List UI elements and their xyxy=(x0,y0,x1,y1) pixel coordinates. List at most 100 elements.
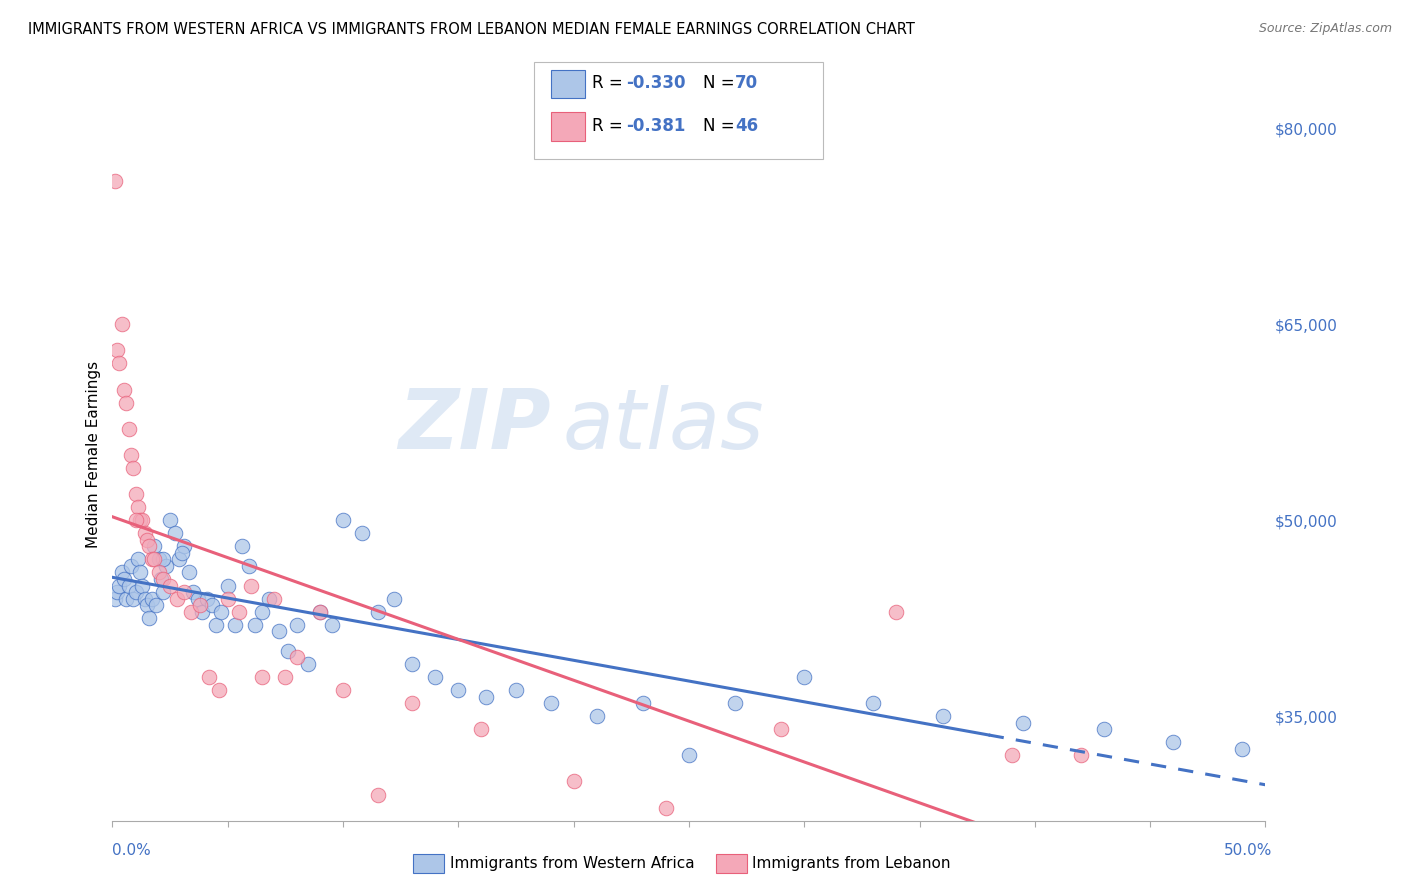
Point xyxy=(122,591,145,606)
Text: R =: R = xyxy=(592,74,628,92)
Point xyxy=(367,788,389,802)
Point xyxy=(724,696,747,710)
Point xyxy=(181,585,204,599)
Point xyxy=(122,461,145,475)
Text: 0.0%: 0.0% xyxy=(112,843,152,858)
Point xyxy=(201,598,224,612)
Point xyxy=(120,448,142,462)
Point xyxy=(1012,715,1035,730)
Point xyxy=(105,585,128,599)
Point xyxy=(173,585,195,599)
Point xyxy=(217,591,239,606)
Point xyxy=(120,558,142,573)
Point xyxy=(475,690,498,704)
Point xyxy=(134,526,156,541)
Point xyxy=(540,696,562,710)
Point xyxy=(115,395,138,409)
Point xyxy=(112,383,135,397)
Point xyxy=(180,605,202,619)
Point xyxy=(332,513,354,527)
Point xyxy=(115,591,138,606)
Point xyxy=(332,683,354,698)
Point xyxy=(238,558,260,573)
Text: Immigrants from Western Africa: Immigrants from Western Africa xyxy=(450,856,695,871)
Y-axis label: Median Female Earnings: Median Female Earnings xyxy=(86,361,101,549)
Point xyxy=(1161,735,1184,749)
Point xyxy=(129,513,152,527)
Point xyxy=(585,709,607,723)
Point xyxy=(138,539,160,553)
Point xyxy=(108,356,131,371)
Text: atlas: atlas xyxy=(562,385,763,467)
Text: 46: 46 xyxy=(735,117,758,135)
Point xyxy=(470,723,492,737)
Point xyxy=(141,552,163,566)
Point xyxy=(252,605,274,619)
Point xyxy=(143,539,166,553)
Point xyxy=(170,546,193,560)
Text: -0.381: -0.381 xyxy=(626,117,685,135)
Point xyxy=(309,605,332,619)
Point xyxy=(138,611,160,625)
Point xyxy=(145,598,167,612)
Point xyxy=(631,696,654,710)
Point xyxy=(770,723,793,737)
Point xyxy=(187,591,209,606)
Point xyxy=(105,343,128,358)
Point xyxy=(245,617,267,632)
Point xyxy=(111,318,134,332)
Point xyxy=(152,572,174,586)
Point xyxy=(231,539,253,553)
Point xyxy=(131,578,153,592)
Point xyxy=(297,657,319,671)
Point xyxy=(447,683,470,698)
Point xyxy=(166,591,188,606)
Point xyxy=(205,617,228,632)
Point xyxy=(124,513,146,527)
Point xyxy=(127,552,149,566)
Point xyxy=(163,526,186,541)
Point xyxy=(104,591,127,606)
Point xyxy=(131,513,153,527)
Point xyxy=(321,617,343,632)
Text: R =: R = xyxy=(592,117,628,135)
Point xyxy=(1092,723,1115,737)
Point xyxy=(277,644,299,658)
Point xyxy=(124,585,146,599)
Point xyxy=(129,566,152,580)
Point xyxy=(931,709,953,723)
Text: ZIP: ZIP xyxy=(398,385,551,467)
Point xyxy=(309,605,332,619)
Point xyxy=(112,572,135,586)
Point xyxy=(1001,748,1024,763)
Text: -0.330: -0.330 xyxy=(626,74,685,92)
Text: Source: ZipAtlas.com: Source: ZipAtlas.com xyxy=(1258,22,1392,36)
Point xyxy=(108,578,131,592)
Point xyxy=(104,173,127,188)
Point xyxy=(1232,741,1254,756)
Point xyxy=(148,552,170,566)
Point xyxy=(350,526,373,541)
Point xyxy=(793,670,815,684)
Point xyxy=(209,605,232,619)
Point xyxy=(217,578,239,592)
Point xyxy=(155,558,177,573)
Point xyxy=(198,670,221,684)
Point xyxy=(148,566,170,580)
Point xyxy=(188,598,211,612)
Point xyxy=(263,591,285,606)
Text: 70: 70 xyxy=(735,74,758,92)
Point xyxy=(267,624,290,639)
Point xyxy=(117,422,139,436)
Point xyxy=(134,591,156,606)
Point xyxy=(195,591,218,606)
Point xyxy=(425,670,447,684)
Point xyxy=(1070,748,1092,763)
Point xyxy=(141,591,163,606)
Point xyxy=(224,617,246,632)
Point xyxy=(207,683,229,698)
Point xyxy=(862,696,884,710)
Point xyxy=(401,657,423,671)
Point xyxy=(173,539,195,553)
Point xyxy=(655,800,678,814)
